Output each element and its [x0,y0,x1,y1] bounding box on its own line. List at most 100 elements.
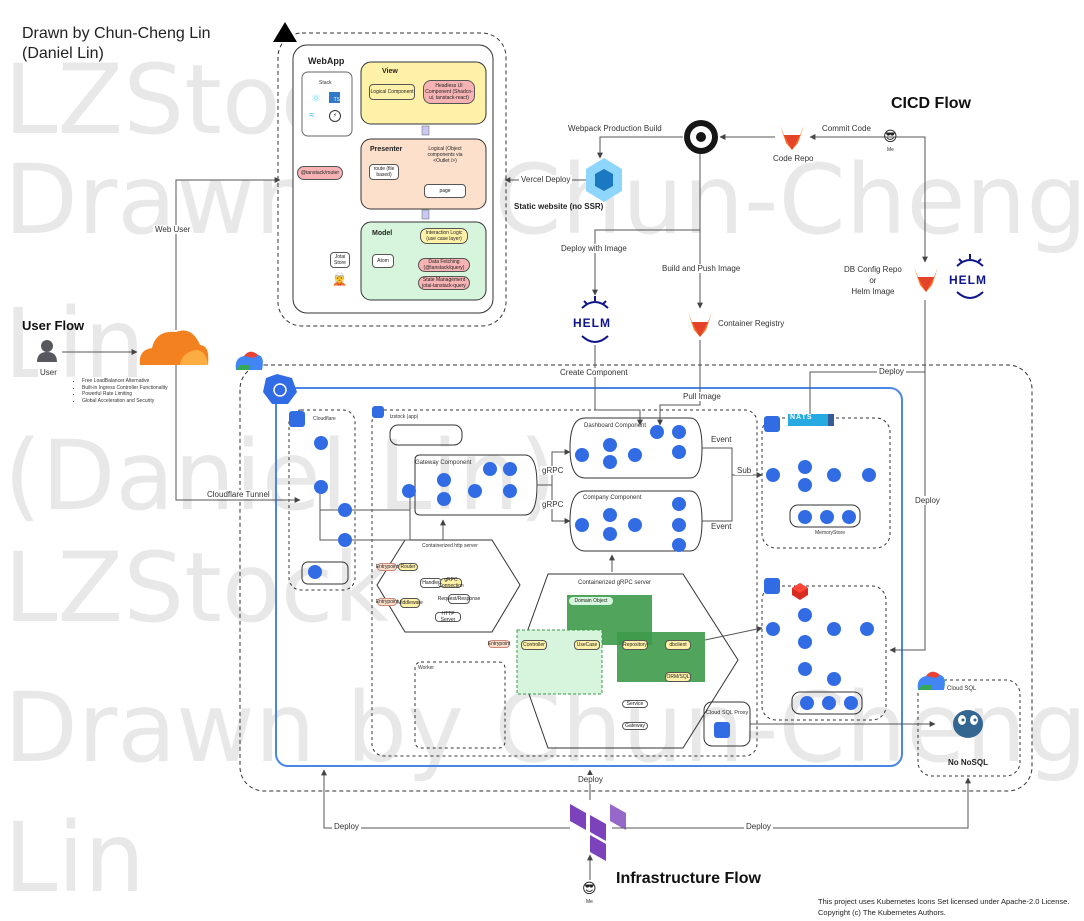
pod-icon [468,484,482,498]
typescript-icon: TS [329,92,340,103]
cloudflare-features: Free LoadBalancer Alternative Built-in I… [74,378,182,404]
pod-icon [603,438,617,452]
pod-icon [650,425,664,439]
gitlab-logo-db [914,267,938,292]
kubernetes-logo [263,374,297,404]
company-component-label: Company Component [583,495,642,501]
company-component-shape [569,490,703,552]
orm-sql-box: ORM/SQL [665,672,691,682]
presenter-title: Presenter [370,146,403,153]
state-management-box: State Management jotai-tanstack-query [418,276,470,290]
namespace-icon [764,416,780,432]
event-label: Event [709,522,734,531]
pod-icon [603,455,617,469]
pod-icon [798,510,812,524]
license-line: This project uses Kubernetes Icons Set l… [818,897,1070,906]
grpc-server-label: Containerized gRPC server [578,580,652,586]
feature-item: Free LoadBalancer Alternative [82,378,182,385]
db-namespace [761,585,887,721]
interaction-logic-box: Interaction Logic (use case layer) [420,228,468,244]
lzstock-namespace [371,409,758,757]
pod-icon [437,473,451,487]
http-router-box: Router [398,563,418,571]
author-credit: Drawn by Chun-Cheng Lin (Daniel Lin) [22,24,211,64]
pod-icon [862,468,876,482]
nats-badge [788,414,828,426]
pod-icon [714,722,730,738]
pod-icon [842,510,856,524]
cicd-flow-title: CICD Flow [891,95,971,112]
helm-text-left: HELM [573,316,611,330]
infra-flow-title: Infrastructure Flow [616,870,761,887]
webapp-title: WebApp [308,56,345,66]
helm-logo-right [956,254,984,299]
http-middleware-box: Middleware [397,598,423,608]
pod-icon [437,492,451,506]
pod-icon [844,696,858,710]
pod-icon [798,460,812,474]
domain-object-box: Domain Object [569,597,613,605]
gateway-box: Gateway [622,722,648,730]
me-emoji-icon: 😎 [582,880,597,896]
user-icon [37,340,57,362]
postgresql-logo [953,710,983,738]
user-flow-title: User Flow [22,318,85,333]
pod-icon [672,518,686,532]
event-label: Event [709,435,734,444]
gitlab-logo-code-repo [780,125,804,150]
pod-icon [820,510,834,524]
gcp-logo-cloudsql [917,671,945,690]
stack-box [301,71,353,137]
webpack-build-label: Webpack Production Build [566,124,664,133]
route-box: route (file based) [369,164,399,180]
static-website-label: Static website (no SSR) [514,202,604,211]
entrypoint-tag: Entrypoint [375,563,399,571]
container-registry-label: Container Registry [716,319,787,328]
me-label: Me [586,899,593,905]
namespace-icon [764,578,780,594]
cloudflare-ns-label: Cloudflare [313,416,336,422]
worker-label: Worker [418,665,435,671]
cloud-sql-box [917,679,1021,777]
jotai-store-box: Jotai Store [330,252,350,268]
no-nosql-label: No NoSQL [948,758,988,767]
deploy-label: Deploy [744,822,773,831]
pod-icon [798,608,812,622]
deploy-with-image-label: Deploy with Image [559,244,629,253]
pod-icon [800,696,814,710]
namespace-icon [289,411,305,427]
author-name: Drawn by Chun-Cheng Lin [22,25,211,42]
service-icon [575,448,589,462]
logical-component-box: Logical Component [369,84,415,100]
service-icon [402,484,416,498]
feature-item: Global Acceleration and Security [82,398,182,405]
lzstock-ns-label: lzstock (app) [390,414,419,420]
http-request-response-box: Request/Response [437,594,481,604]
cloud-sql-label: Cloud SQL [947,686,977,692]
gcp-region [239,364,1033,792]
memorystore-label: MemoryStore [815,530,846,536]
pod-icon [798,662,812,676]
user-label: User [38,368,59,377]
license-line: Copyright (c) The Kubernetes Authors. [818,908,946,917]
view-title: View [382,68,398,75]
service-icon [766,622,780,636]
pod-icon [628,518,642,532]
deploy-label: Deploy [332,822,361,831]
http-grpc-connection-box: gRPC Connection [438,577,464,589]
terraform-logo [570,804,626,861]
dashboard-component-shape [569,417,703,479]
feature-item: Powerful Rate Limiting [82,391,182,398]
service-icon [575,518,589,532]
web-user-label: Web User [153,225,193,234]
helm-logo-left [581,296,609,343]
gateway-component-label: Gateway Component [415,460,472,466]
pull-image-label: Pull Image [681,392,723,401]
service-icon [766,468,780,482]
dashboard-component-label: Dashboard Component [584,423,647,429]
commit-code-label: Commit Code [820,124,873,133]
pod-icon [798,478,812,492]
deploy-label: Deploy [576,775,605,784]
usecase-box: UseCase [574,640,600,650]
